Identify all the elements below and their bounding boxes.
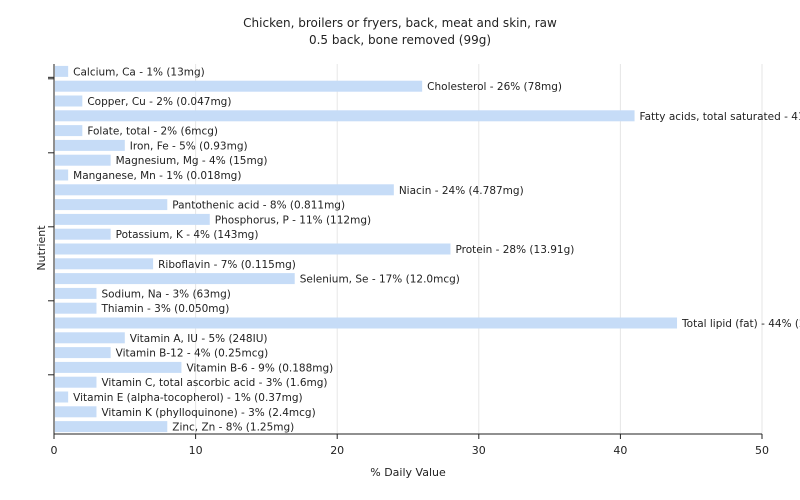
bar-label: Calcium, Ca - 1% (13mg) [73,66,205,78]
bar-label: Potassium, K - 4% (143mg) [116,229,259,241]
x-tick-label: 50 [755,444,769,457]
bar [55,110,635,122]
bar [55,332,125,344]
bar [55,391,69,403]
bar-label: Magnesium, Mg - 4% (15mg) [116,155,268,167]
bar-label: Pantothenic acid - 8% (0.811mg) [172,200,345,212]
bar-label: Vitamin K (phylloquinone) - 3% (2.4mcg) [101,407,315,419]
bar-label: Cholesterol - 26% (78mg) [427,81,562,93]
chart-title: Chicken, broilers or fryers, back, meat … [243,16,557,30]
bar [55,65,69,77]
bar [55,287,97,299]
bar [55,199,168,211]
bar-label: Total lipid (fat) - 44% (28.45g) [681,318,800,330]
bar-label: Zinc, Zn - 8% (1.25mg) [172,422,294,434]
bar-label: Vitamin B-6 - 9% (0.188mg) [186,362,333,374]
bars: Calcium, Ca - 1% (13mg) Cholesterol - 26%… [55,65,800,434]
bar [55,347,111,359]
bar-label: Iron, Fe - 5% (0.93mg) [130,140,248,152]
bar-label: Fatty acids, total saturated - 41% (8.25… [640,111,800,123]
bar-label: Vitamin C, total ascorbic acid - 3% (1.6… [101,377,327,389]
gridlines [195,64,763,434]
bar [55,273,295,285]
bar [55,421,168,433]
x-tick-label: 0 [51,444,58,457]
bar [55,213,210,225]
bar-label: Vitamin E (alpha-tocopherol) - 1% (0.37m… [73,392,303,404]
bar [55,80,423,92]
bar-label: Phosphorus, P - 11% (112mg) [215,214,371,226]
bar-label: Thiamin - 3% (0.050mg) [100,303,229,315]
x-tick-label: 10 [189,444,203,457]
x-tick-label: 30 [472,444,486,457]
bar-label: Selenium, Se - 17% (12.0mcg) [300,274,460,286]
bar [55,95,83,107]
bar-label: Niacin - 24% (4.787mg) [399,185,524,197]
bar [55,139,125,151]
bar-label: Folate, total - 2% (6mcg) [87,126,218,138]
chart-subtitle: 0.5 back, bone removed (99g) [309,33,491,47]
x-axis-label: % Daily Value [370,466,446,479]
bar-label: Protein - 28% (13.91g) [455,244,574,256]
bar-label: Copper, Cu - 2% (0.047mg) [87,96,231,108]
bar [55,406,97,418]
bar-label: Riboflavin - 7% (0.115mg) [158,259,296,271]
bar-label: Vitamin B-12 - 4% (0.25mcg) [116,348,269,360]
bar [55,376,97,388]
x-tick-label: 20 [330,444,344,457]
bar [55,361,182,373]
bar [55,184,394,196]
bar [55,154,111,166]
bar [55,125,83,137]
bar [55,169,69,181]
bar-label: Sodium, Na - 3% (63mg) [101,288,230,300]
bar [55,302,97,314]
x-tick-label: 40 [613,444,627,457]
bar [55,243,451,255]
bar [55,228,111,240]
bar-label: Manganese, Mn - 1% (0.018mg) [73,170,241,182]
bar [55,258,154,270]
bar [55,317,678,329]
axes: 0 10 20 30 40 50 [48,64,769,457]
bar-label: Vitamin A, IU - 5% (248IU) [130,333,268,345]
y-axis-label: Nutrient [35,225,48,271]
